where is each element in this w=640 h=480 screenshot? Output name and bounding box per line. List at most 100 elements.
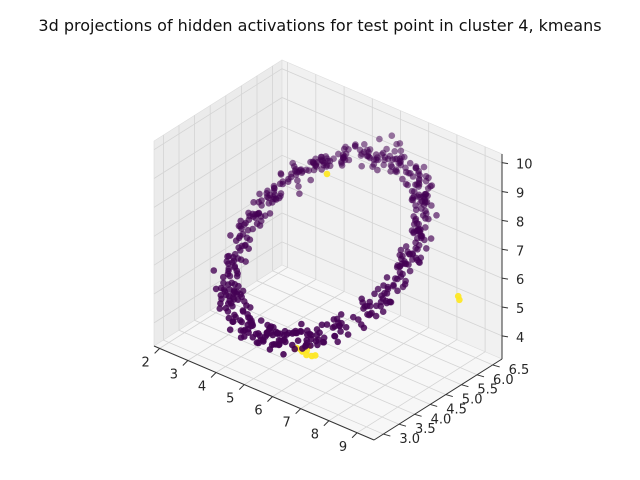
scatter-point xyxy=(386,152,394,160)
scatter-point xyxy=(433,212,440,219)
scatter-point xyxy=(337,328,344,335)
grid-line-y xyxy=(256,75,478,376)
scatter-point xyxy=(217,292,225,299)
scatter-point xyxy=(393,168,401,175)
scatter-point xyxy=(239,287,247,295)
scatter-point xyxy=(381,156,388,164)
grid-line-x xyxy=(328,134,458,422)
scatter-point xyxy=(396,263,403,270)
z-tick-label: 7 xyxy=(516,244,524,259)
z-tick-label: 4 xyxy=(516,331,524,346)
scatter-point xyxy=(394,287,401,295)
scatter-point xyxy=(293,168,301,176)
x-tick-label: 5 xyxy=(226,392,234,407)
scatter-point xyxy=(276,330,284,338)
scatter-point xyxy=(360,305,367,312)
scatter-point xyxy=(290,329,297,336)
scatter-point xyxy=(323,321,331,328)
scatter-point xyxy=(279,180,287,188)
scatter-point xyxy=(422,177,430,185)
scatter-point xyxy=(412,217,419,224)
scatter-point xyxy=(263,329,271,337)
scatter-point xyxy=(379,308,387,316)
z-tick-label: 5 xyxy=(516,302,524,317)
scatter-point xyxy=(260,338,267,345)
scatter-point xyxy=(411,188,418,195)
grid-line-x xyxy=(356,146,486,434)
scatter-point xyxy=(246,236,254,243)
scatter-point xyxy=(226,326,234,334)
scatter-point xyxy=(337,311,345,318)
scatter-point xyxy=(210,267,218,274)
scatter-point xyxy=(295,183,302,190)
scatter-point xyxy=(391,148,399,155)
scatter-point xyxy=(421,193,428,201)
scatter-point xyxy=(377,303,385,310)
scatter-point xyxy=(404,181,411,189)
scatter-point xyxy=(266,191,274,199)
scatter-point xyxy=(397,246,405,254)
scatter-point xyxy=(227,232,234,239)
axis-lines xyxy=(153,154,509,441)
scatter-point xyxy=(372,312,380,320)
x-tick-label: 7 xyxy=(283,416,291,431)
x-tick-label: 9 xyxy=(339,440,347,455)
scatter-point xyxy=(253,220,261,227)
scatter-point xyxy=(265,200,273,207)
y-tick-mark xyxy=(476,374,485,378)
x-tick-label: 8 xyxy=(311,428,319,443)
scatter-point xyxy=(387,168,394,175)
scatter-point-cluster-4 xyxy=(323,170,331,178)
scatter-point xyxy=(360,148,368,156)
scatter-point xyxy=(222,304,230,312)
scatter-point xyxy=(291,345,299,353)
scatter-point xyxy=(275,341,283,349)
scatter-point xyxy=(266,346,274,353)
scatter-point xyxy=(409,194,416,202)
y-tick-mark xyxy=(461,384,469,388)
scatter-point xyxy=(225,293,233,300)
z-tick-mark xyxy=(501,191,509,194)
scatter-point xyxy=(230,253,237,261)
scatter-point xyxy=(255,198,262,206)
y-tick-mark xyxy=(398,423,407,427)
scatter-point xyxy=(220,273,227,281)
scatter-point xyxy=(297,327,304,335)
scatter-point xyxy=(254,330,262,337)
z-tick-mark xyxy=(501,277,509,280)
scatter-point xyxy=(355,316,362,323)
scatter-point xyxy=(372,151,380,158)
scatter-point xyxy=(282,338,289,346)
scatter-point xyxy=(427,183,434,190)
scatter-point xyxy=(380,282,387,289)
z-tick-mark xyxy=(501,219,509,222)
scatter-point xyxy=(427,235,435,242)
grid-line-y xyxy=(225,95,446,395)
grid-line-z xyxy=(153,212,503,308)
scatter-point xyxy=(237,334,245,341)
scatter-point xyxy=(216,305,224,312)
scatter-point xyxy=(230,318,237,326)
scatter-point xyxy=(323,161,331,169)
scatter-point xyxy=(256,190,263,198)
z-tick-mark xyxy=(501,162,509,165)
scatter-point xyxy=(245,245,252,252)
scatter-point xyxy=(317,156,325,163)
scatter-point xyxy=(313,163,320,170)
scatter-point xyxy=(229,302,236,310)
z-tick-label: 8 xyxy=(516,215,524,230)
scatter-point xyxy=(370,161,378,168)
scatter-point xyxy=(242,219,249,227)
scatter-point xyxy=(277,192,284,200)
grid-line-y xyxy=(178,125,400,425)
scatter-point xyxy=(399,175,406,183)
scatter-point xyxy=(234,296,242,304)
scatter-point xyxy=(225,265,233,272)
scatter-points xyxy=(210,132,463,360)
scatter-point xyxy=(224,281,232,288)
y-tick-mark xyxy=(383,433,391,437)
scatter-point xyxy=(298,320,305,328)
scatter-point xyxy=(415,258,423,266)
x-tick-label: 6 xyxy=(254,404,262,419)
scatter-point xyxy=(294,177,301,184)
